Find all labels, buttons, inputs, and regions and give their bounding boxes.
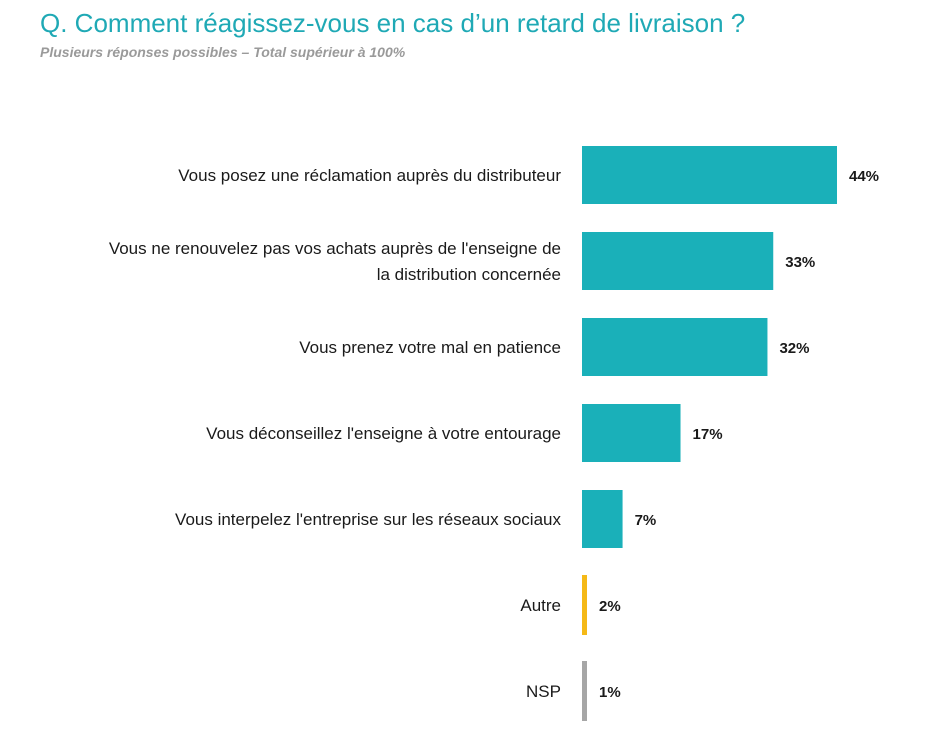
bar [582,661,587,721]
data-label: 44% [849,168,879,185]
category-label: NSP [526,682,561,701]
bar [582,232,774,290]
data-label: 7% [635,512,657,529]
data-label: 17% [693,426,723,443]
bar [582,404,681,462]
data-label: 33% [785,254,815,271]
bar [582,575,587,635]
category-label: Vous ne renouvelez pas vos achats auprès… [109,239,561,258]
category-label: Vous posez une réclamation auprès du dis… [178,166,561,185]
category-label: Vous prenez votre mal en patience [299,338,561,357]
category-label: la distribution concernée [377,265,561,284]
data-label: 32% [779,340,809,357]
data-label: 2% [599,598,621,615]
chart-title: Q. Comment réagissez-vous en cas d’un re… [40,8,746,38]
bar [582,318,768,376]
data-label: 1% [599,684,621,701]
bar [582,146,837,204]
bar [582,490,623,548]
chart-subtitle: Plusieurs réponses possibles – Total sup… [40,44,406,60]
category-label: Vous interpelez l'entreprise sur les rés… [175,510,561,529]
category-label: Vous déconseillez l'enseigne à votre ent… [206,424,561,443]
category-label: Autre [520,596,561,615]
